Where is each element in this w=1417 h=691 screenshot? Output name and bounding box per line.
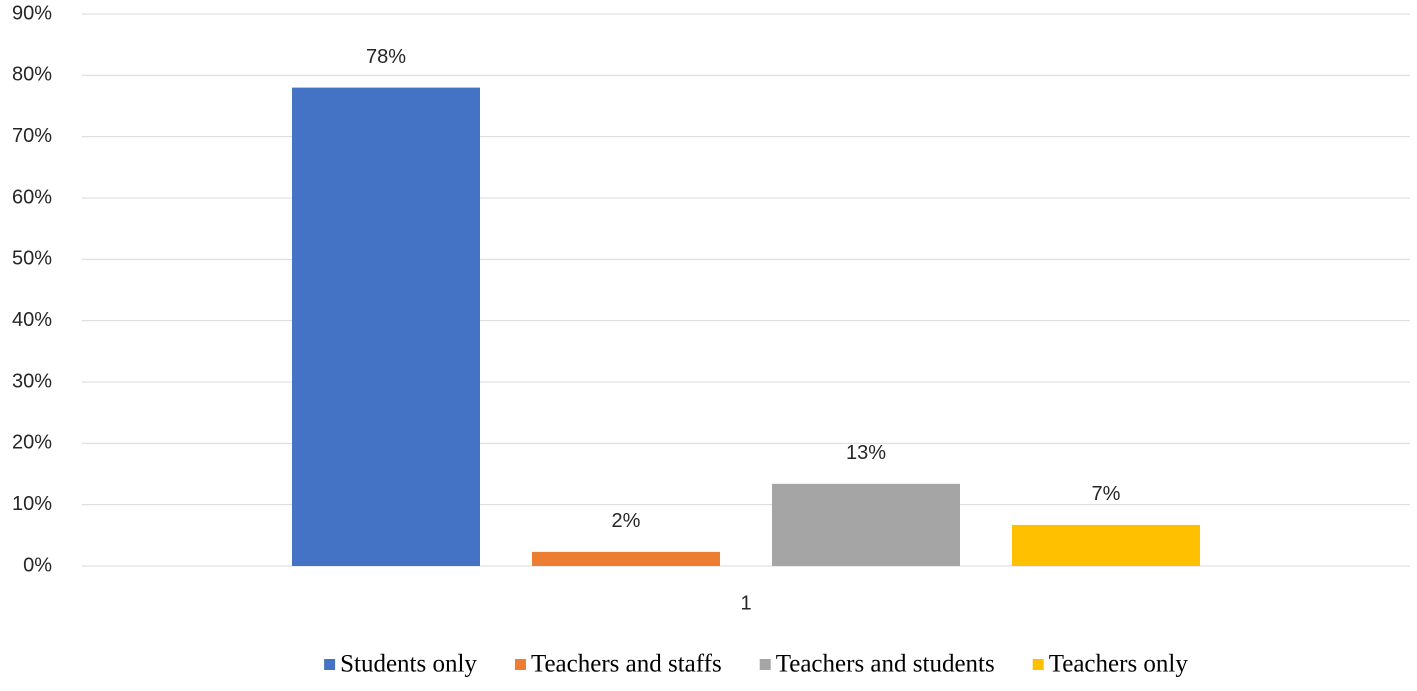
y-tick-label: 10% bbox=[12, 493, 52, 515]
y-tick-label: 50% bbox=[12, 248, 52, 270]
y-tick-label: 80% bbox=[12, 64, 52, 86]
y-tick-label: 70% bbox=[12, 125, 52, 147]
legend: Students only Teachers and staffs Teachers… bbox=[324, 651, 1188, 678]
bar bbox=[772, 483, 960, 566]
value-label: 2% bbox=[612, 510, 641, 532]
y-tick-label: 40% bbox=[12, 309, 52, 331]
y-tick-label: 20% bbox=[12, 432, 52, 454]
legend-swatch bbox=[759, 659, 771, 670]
y-tick-label: 90% bbox=[12, 2, 52, 24]
value-label: 78% bbox=[366, 46, 406, 68]
legend-label: Teachers and students bbox=[776, 651, 995, 678]
bar bbox=[532, 551, 720, 566]
legend-swatch bbox=[324, 659, 336, 670]
y-tick-label: 30% bbox=[12, 370, 52, 392]
x-tick-label: 1 bbox=[740, 592, 751, 614]
bar bbox=[1012, 524, 1200, 566]
legend-swatch bbox=[514, 659, 526, 670]
y-tick-label: 0% bbox=[23, 554, 52, 576]
y-tick-label: 60% bbox=[12, 186, 52, 208]
legend-swatch bbox=[1032, 659, 1044, 670]
value-label: 13% bbox=[846, 442, 886, 464]
legend-label: Teachers and staffs bbox=[531, 651, 722, 678]
legend-label: Students only bbox=[340, 651, 477, 678]
value-label: 7% bbox=[1092, 483, 1121, 505]
legend-label: Teachers only bbox=[1049, 651, 1189, 678]
bar bbox=[292, 87, 480, 566]
